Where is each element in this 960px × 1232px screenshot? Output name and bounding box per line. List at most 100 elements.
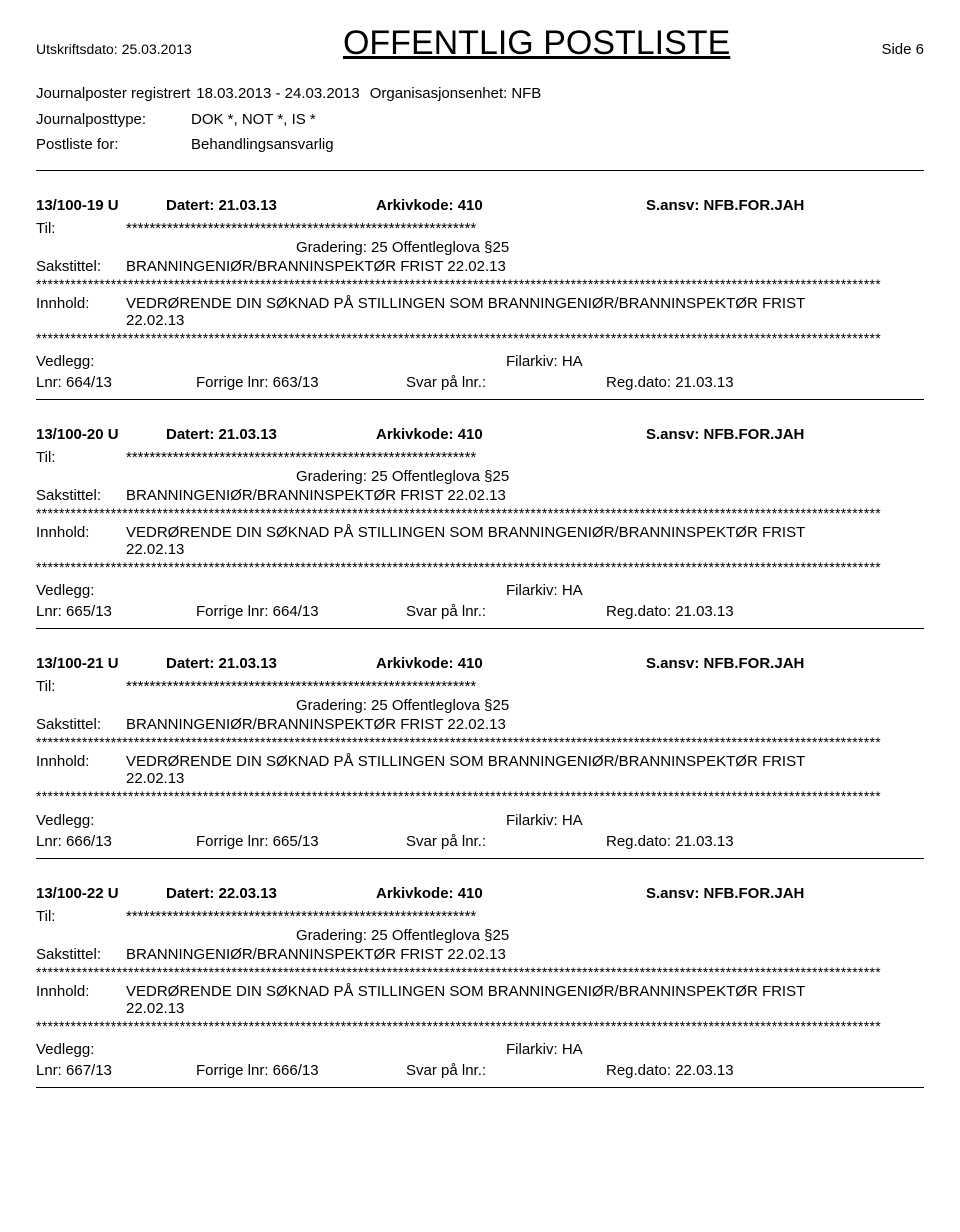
innhold-label: Innhold: — [36, 295, 126, 329]
postliste-value: Behandlingsansvarlig — [191, 132, 334, 158]
til-row: Til: ***********************************… — [36, 908, 924, 925]
til-stars: ****************************************… — [126, 449, 924, 466]
regdato: Reg.dato: 22.03.13 — [606, 1062, 924, 1079]
til-label: Til: — [36, 908, 126, 925]
entry-arkivkode: Arkivkode: 410 — [376, 426, 646, 443]
entry-header: 13/100-19 U Datert: 21.03.13 Arkivkode: … — [36, 197, 924, 214]
vedlegg-label: Vedlegg: — [36, 582, 126, 599]
svar-label: Svar på lnr.: — [406, 1062, 606, 1079]
vedlegg-label: Vedlegg: — [36, 1041, 126, 1058]
entry-ansv: S.ansv: NFB.FOR.JAH — [646, 885, 924, 902]
til-stars: ****************************************… — [126, 678, 924, 695]
filarkiv: Filarkiv: HA — [506, 353, 583, 370]
sakstittel-value: BRANNINGENIØR/BRANNINSPEKTØR FRIST 22.02… — [126, 487, 924, 504]
sakstittel-label: Sakstittel: — [36, 487, 126, 504]
org-label: Organisasjonsenhet: — [370, 81, 508, 107]
filarkiv: Filarkiv: HA — [506, 1041, 583, 1058]
forrige-lnr: Forrige lnr: 666/13 — [196, 1062, 406, 1079]
entry-divider — [36, 1087, 924, 1088]
entry-header: 13/100-21 U Datert: 21.03.13 Arkivkode: … — [36, 655, 924, 672]
entry-datert: Datert: 21.03.13 — [166, 197, 376, 214]
innhold-text: VEDRØRENDE DIN SØKNAD PÅ STILLINGEN SOM … — [126, 295, 924, 329]
til-stars: ****************************************… — [126, 220, 924, 237]
sakstittel-value: BRANNINGENIØR/BRANNINSPEKTØR FRIST 22.02… — [126, 716, 924, 733]
til-label: Til: — [36, 220, 126, 237]
innhold-text: VEDRØRENDE DIN SØKNAD PÅ STILLINGEN SOM … — [126, 524, 924, 558]
entry-id: 13/100-22 U — [36, 885, 166, 902]
entry-divider — [36, 858, 924, 859]
lnr: Lnr: 664/13 — [36, 374, 196, 391]
journal-entry: 13/100-22 U Datert: 22.03.13 Arkivkode: … — [36, 885, 924, 1088]
print-date-label: Utskriftsdato: — [36, 41, 118, 57]
print-date-value: 25.03.2013 — [122, 41, 192, 57]
document-header: Utskriftsdato: 25.03.2013 OFFENTLIG POST… — [36, 24, 924, 63]
entry-datert: Datert: 21.03.13 — [166, 426, 376, 443]
header-divider — [36, 170, 924, 171]
innhold-label: Innhold: — [36, 524, 126, 558]
sakstittel-row: Sakstittel: BRANNINGENIØR/BRANNINSPEKTØR… — [36, 487, 924, 504]
journal-range: 18.03.2013 - 24.03.2013 — [196, 81, 359, 107]
gradering: Gradering: 25 Offentleglova §25 — [296, 468, 924, 485]
forrige-lnr: Forrige lnr: 665/13 — [196, 833, 406, 850]
entry-ansv: S.ansv: NFB.FOR.JAH — [646, 426, 924, 443]
til-label: Til: — [36, 678, 126, 695]
vedlegg-row: Vedlegg: Filarkiv: HA — [36, 353, 924, 370]
stars-divider: ****************************************… — [36, 504, 924, 522]
regdato: Reg.dato: 21.03.13 — [606, 603, 924, 620]
innhold-label: Innhold: — [36, 753, 126, 787]
til-label: Til: — [36, 449, 126, 466]
sakstittel-value: BRANNINGENIØR/BRANNINSPEKTØR FRIST 22.02… — [126, 946, 924, 963]
stars-divider: ****************************************… — [36, 1017, 924, 1035]
stars-divider: ****************************************… — [36, 329, 924, 347]
stars-divider: ****************************************… — [36, 275, 924, 293]
gradering: Gradering: 25 Offentleglova §25 — [296, 697, 924, 714]
entry-arkivkode: Arkivkode: 410 — [376, 655, 646, 672]
innhold-text: VEDRØRENDE DIN SØKNAD PÅ STILLINGEN SOM … — [126, 983, 924, 1017]
stars-divider: ****************************************… — [36, 963, 924, 981]
entry-arkivkode: Arkivkode: 410 — [376, 885, 646, 902]
sakstittel-value: BRANNINGENIØR/BRANNINSPEKTØR FRIST 22.02… — [126, 258, 924, 275]
postliste-label: Postliste for: — [36, 132, 191, 158]
vedlegg-label: Vedlegg: — [36, 812, 126, 829]
gradering: Gradering: 25 Offentleglova §25 — [296, 239, 924, 256]
entry-id: 13/100-20 U — [36, 426, 166, 443]
sakstittel-row: Sakstittel: BRANNINGENIØR/BRANNINSPEKTØR… — [36, 946, 924, 963]
entry-arkivkode: Arkivkode: 410 — [376, 197, 646, 214]
posttype-value: DOK *, NOT *, IS * — [191, 107, 316, 133]
entry-ansv: S.ansv: NFB.FOR.JAH — [646, 655, 924, 672]
vedlegg-row: Vedlegg: Filarkiv: HA — [36, 1041, 924, 1058]
posttype-label: Journalposttype: — [36, 107, 191, 133]
sakstittel-label: Sakstittel: — [36, 716, 126, 733]
entry-header: 13/100-22 U Datert: 22.03.13 Arkivkode: … — [36, 885, 924, 902]
filarkiv: Filarkiv: HA — [506, 582, 583, 599]
til-row: Til: ***********************************… — [36, 449, 924, 466]
innhold-label: Innhold: — [36, 983, 126, 1017]
sakstittel-label: Sakstittel: — [36, 946, 126, 963]
gradering: Gradering: 25 Offentleglova §25 — [296, 927, 924, 944]
svar-label: Svar på lnr.: — [406, 833, 606, 850]
lnr-row: Lnr: 665/13 Forrige lnr: 664/13 Svar på … — [36, 603, 924, 620]
lnr: Lnr: 666/13 — [36, 833, 196, 850]
regdato: Reg.dato: 21.03.13 — [606, 374, 924, 391]
vedlegg-label: Vedlegg: — [36, 353, 126, 370]
til-stars: ****************************************… — [126, 908, 924, 925]
journal-entry: 13/100-19 U Datert: 21.03.13 Arkivkode: … — [36, 197, 924, 400]
entry-divider — [36, 399, 924, 400]
entry-datert: Datert: 21.03.13 — [166, 655, 376, 672]
stars-divider: ****************************************… — [36, 787, 924, 805]
journal-entry: 13/100-21 U Datert: 21.03.13 Arkivkode: … — [36, 655, 924, 858]
entry-ansv: S.ansv: NFB.FOR.JAH — [646, 197, 924, 214]
til-row: Til: ***********************************… — [36, 678, 924, 695]
page-number: Side 6 — [881, 41, 924, 58]
entry-id: 13/100-21 U — [36, 655, 166, 672]
innhold-text: VEDRØRENDE DIN SØKNAD PÅ STILLINGEN SOM … — [126, 753, 924, 787]
lnr-row: Lnr: 667/13 Forrige lnr: 666/13 Svar på … — [36, 1062, 924, 1079]
svar-label: Svar på lnr.: — [406, 374, 606, 391]
stars-divider: ****************************************… — [36, 558, 924, 576]
sakstittel-label: Sakstittel: — [36, 258, 126, 275]
innhold-row: Innhold: VEDRØRENDE DIN SØKNAD PÅ STILLI… — [36, 753, 924, 787]
svar-label: Svar på lnr.: — [406, 603, 606, 620]
innhold-row: Innhold: VEDRØRENDE DIN SØKNAD PÅ STILLI… — [36, 295, 924, 329]
entry-id: 13/100-19 U — [36, 197, 166, 214]
vedlegg-row: Vedlegg: Filarkiv: HA — [36, 812, 924, 829]
